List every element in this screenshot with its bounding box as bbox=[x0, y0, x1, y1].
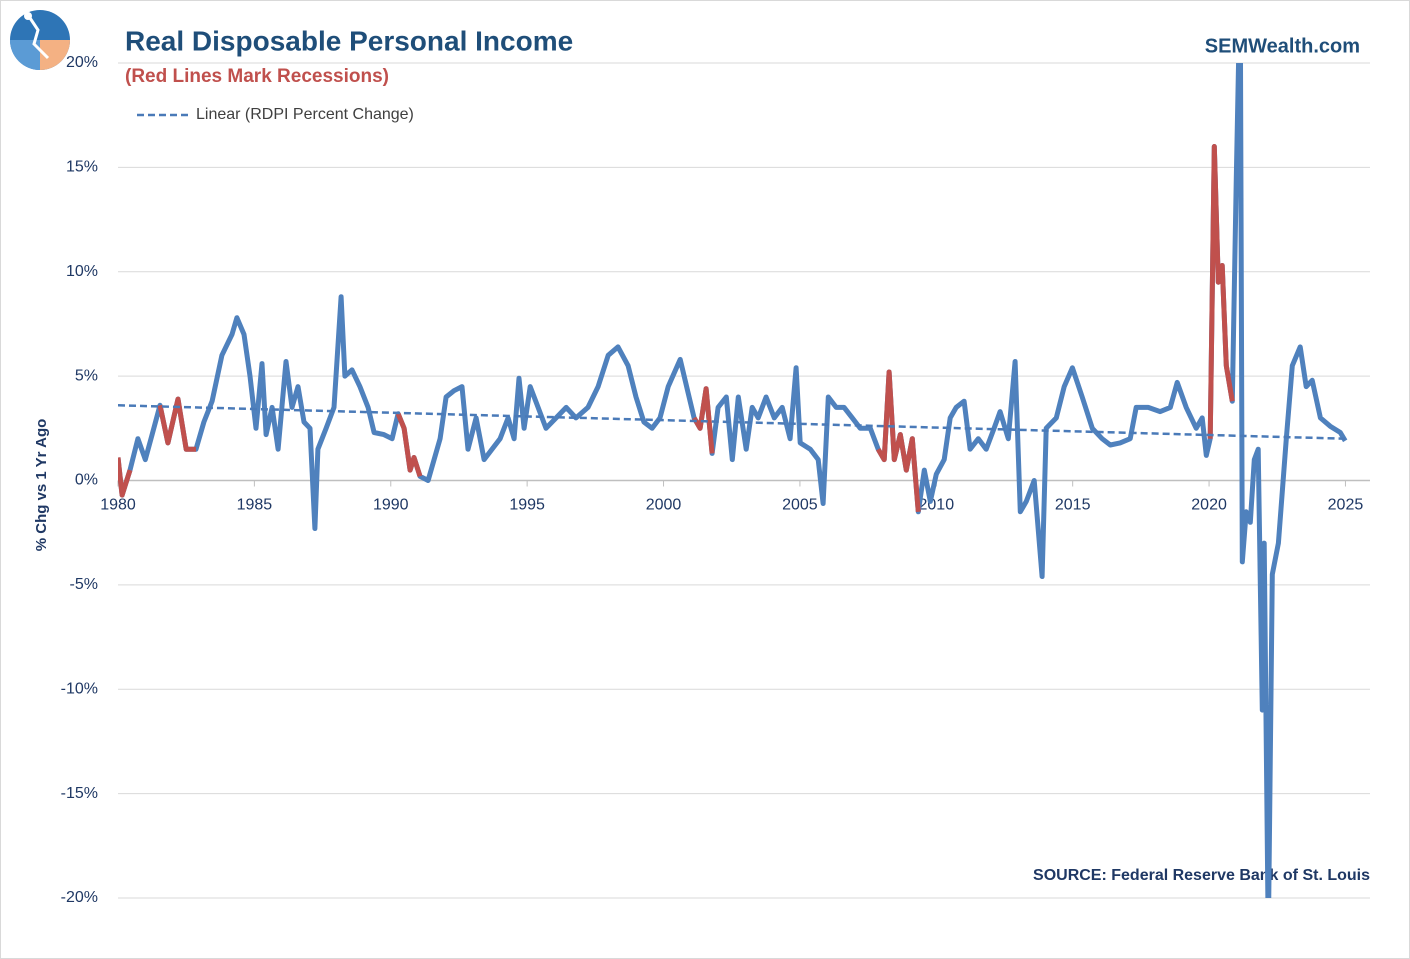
y-tick-label: -5% bbox=[70, 576, 98, 593]
y-axis-title: % Chg vs 1 Yr Ago bbox=[33, 419, 50, 552]
y-tick-label: 10% bbox=[66, 263, 98, 280]
chart-subtitle: (Red Lines Mark Recessions) bbox=[125, 66, 389, 87]
recession-line bbox=[1207, 144, 1235, 439]
y-tick-label: -15% bbox=[61, 785, 98, 802]
x-tick-label: 2015 bbox=[1055, 497, 1091, 514]
x-tick-label: 2005 bbox=[782, 497, 818, 514]
chart-title: Real Disposable Personal Income bbox=[125, 25, 573, 56]
x-tick-label: 2010 bbox=[919, 497, 955, 514]
x-tick-label: 1990 bbox=[373, 497, 409, 514]
trend-line bbox=[118, 404, 1346, 440]
data-line bbox=[118, 63, 1348, 898]
x-tick-label: 1995 bbox=[509, 497, 545, 514]
recession-line bbox=[876, 369, 921, 513]
x-tick-label: 2025 bbox=[1328, 497, 1364, 514]
x-tick-label: 1985 bbox=[237, 497, 273, 514]
plot-area bbox=[118, 63, 1348, 898]
legend-label: Linear (RDPI Percent Change) bbox=[196, 106, 414, 123]
y-tick-label: -20% bbox=[61, 889, 98, 906]
recession-line bbox=[395, 412, 423, 478]
x-tick-label: 1980 bbox=[100, 497, 136, 514]
x-tick-label: 2020 bbox=[1191, 497, 1227, 514]
source: SOURCE: Federal Reserve Bank of St. Loui… bbox=[1033, 867, 1370, 884]
y-tick-label: 15% bbox=[66, 159, 98, 176]
logo bbox=[10, 10, 70, 70]
recession-line bbox=[691, 386, 715, 454]
recession-line bbox=[118, 457, 133, 498]
brand: SEMWealth.com bbox=[1205, 35, 1360, 57]
y-tick-label: -10% bbox=[61, 680, 98, 697]
y-tick-label: 20% bbox=[66, 54, 98, 71]
y-tick-label: 0% bbox=[75, 472, 98, 489]
x-tick-label: 2000 bbox=[646, 497, 682, 514]
recession-line bbox=[157, 396, 196, 452]
y-tick-label: 5% bbox=[75, 367, 98, 384]
